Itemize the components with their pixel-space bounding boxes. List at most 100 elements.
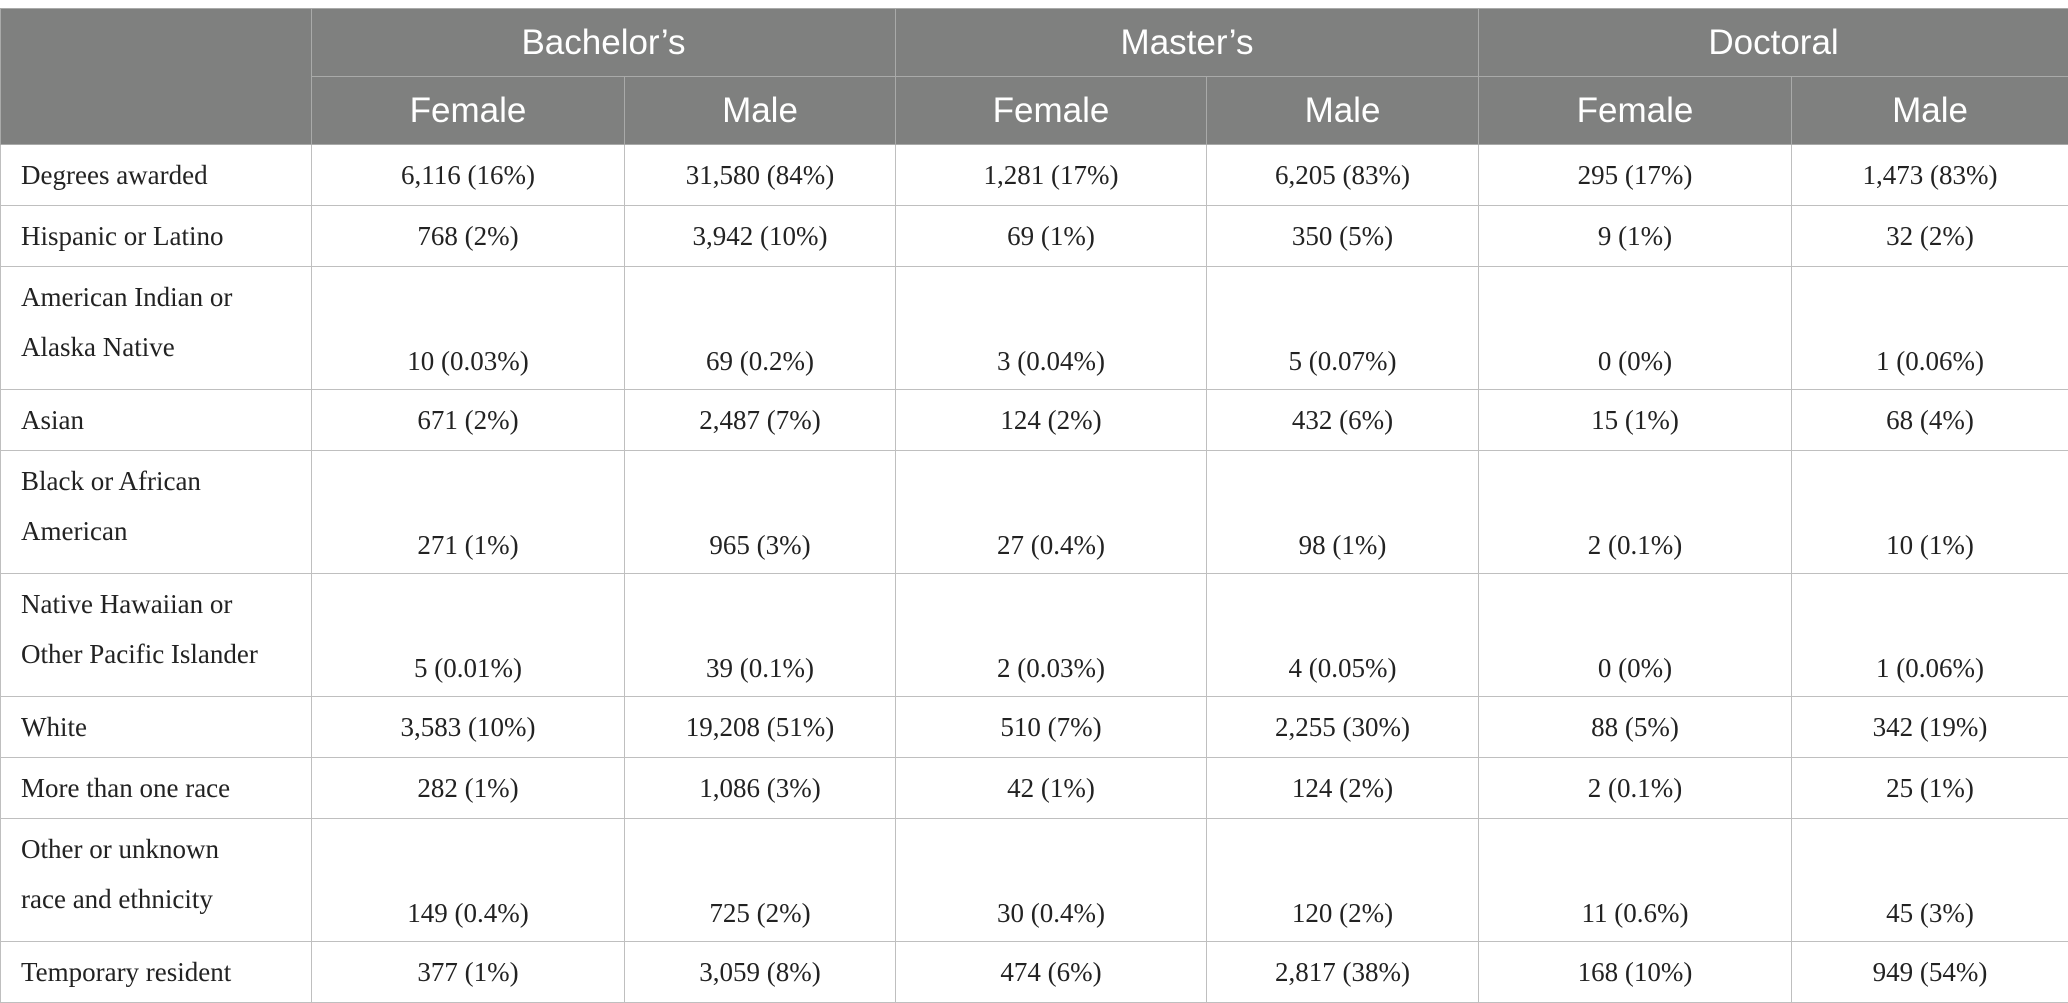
table-cell: 271 (1%) [312,451,625,574]
table-cell: 1,281 (17%) [896,145,1207,206]
table-cell: 168 (10%) [1479,942,1792,1003]
table-cell: 45 (3%) [1792,819,2068,942]
table-cell: 3,942 (10%) [625,206,896,267]
row-label: White [1,697,312,758]
table-cell: 474 (6%) [896,942,1207,1003]
table-cell: 9 (1%) [1479,206,1792,267]
table-cell: 1 (0.06%) [1792,267,2068,390]
table-cell: 0 (0%) [1479,267,1792,390]
row-label: American Indian or Alaska Native [1,267,312,390]
table-cell: 42 (1%) [896,758,1207,819]
row-label-line: American [21,516,127,546]
table-cell: 69 (0.2%) [625,267,896,390]
table-cell: 11 (0.6%) [1479,819,1792,942]
table-cell: 124 (2%) [1207,758,1479,819]
table-cell: 5 (0.07%) [1207,267,1479,390]
table-cell: 1 (0.06%) [1792,574,2068,697]
table-row: Temporary resident 377 (1%) 3,059 (8%) 4… [1,942,2068,1003]
table-cell: 32 (2%) [1792,206,2068,267]
table-cell: 19,208 (51%) [625,697,896,758]
row-label: Black or African American [1,451,312,574]
table-header: Bachelor’s Master’s Doctoral Female Male… [1,9,2068,145]
table-row: Hispanic or Latino 768 (2%) 3,942 (10%) … [1,206,2068,267]
table-cell: 3 (0.04%) [896,267,1207,390]
table-cell: 671 (2%) [312,390,625,451]
table-cell: 377 (1%) [312,942,625,1003]
table-body: Degrees awarded 6,116 (16%) 31,580 (84%)… [1,145,2068,1003]
table-cell: 2 (0.1%) [1479,451,1792,574]
table-cell: 295 (17%) [1479,145,1792,206]
table-row: More than one race 282 (1%) 1,086 (3%) 4… [1,758,2068,819]
table-cell: 69 (1%) [896,206,1207,267]
header-sub-doctoral-male: Male [1792,77,2068,145]
table-cell: 124 (2%) [896,390,1207,451]
row-label: Hispanic or Latino [1,206,312,267]
table-cell: 2 (0.03%) [896,574,1207,697]
table-cell: 88 (5%) [1479,697,1792,758]
table-row: Other or unknown race and ethnicity 149 (… [1,819,2068,942]
row-label: Other or unknown race and ethnicity [1,819,312,942]
table-cell: 965 (3%) [625,451,896,574]
table-cell: 5 (0.01%) [312,574,625,697]
table-cell: 2,487 (7%) [625,390,896,451]
row-label-line: Alaska Native [21,332,175,362]
degrees-table: Bachelor’s Master’s Doctoral Female Male… [0,8,2068,1003]
row-label-line: Native Hawaiian or [21,589,232,619]
table-cell: 6,116 (16%) [312,145,625,206]
row-label-line: Other or unknown [21,834,219,864]
header-sub-masters-female: Female [896,77,1207,145]
table-row: Degrees awarded 6,116 (16%) 31,580 (84%)… [1,145,2068,206]
header-sub-masters-male: Male [1207,77,1479,145]
table-cell: 350 (5%) [1207,206,1479,267]
table-cell: 2,255 (30%) [1207,697,1479,758]
table-cell: 15 (1%) [1479,390,1792,451]
header-group-doctoral: Doctoral [1479,9,2068,77]
table-cell: 432 (6%) [1207,390,1479,451]
table-cell: 3,583 (10%) [312,697,625,758]
table-cell: 25 (1%) [1792,758,2068,819]
table-cell: 6,205 (83%) [1207,145,1479,206]
header-sub-row: Female Male Female Male Female Male [1,77,2068,145]
row-label-line: Other Pacific Islander [21,639,258,669]
table-cell: 3,059 (8%) [625,942,896,1003]
row-label-line: American Indian or [21,282,232,312]
row-label: Temporary resident [1,942,312,1003]
table-cell: 949 (54%) [1792,942,2068,1003]
table-row: Asian 671 (2%) 2,487 (7%) 124 (2%) 432 (… [1,390,2068,451]
row-label: Native Hawaiian or Other Pacific Islander [1,574,312,697]
table-cell: 4 (0.05%) [1207,574,1479,697]
table-cell: 27 (0.4%) [896,451,1207,574]
table-row: Native Hawaiian or Other Pacific Islander… [1,574,2068,697]
header-corner-cell [1,9,312,145]
header-group-masters: Master’s [896,9,1479,77]
row-label-line: race and ethnicity [21,884,213,914]
table-cell: 149 (0.4%) [312,819,625,942]
table-row: Black or African American 271 (1%) 965 (3… [1,451,2068,574]
header-group-row: Bachelor’s Master’s Doctoral [1,9,2068,77]
table-cell: 510 (7%) [896,697,1207,758]
header-sub-doctoral-female: Female [1479,77,1792,145]
table-cell: 10 (1%) [1792,451,2068,574]
header-sub-bachelors-female: Female [312,77,625,145]
table-cell: 1,473 (83%) [1792,145,2068,206]
table-row: American Indian or Alaska Native 10 (0.03… [1,267,2068,390]
row-label: Asian [1,390,312,451]
table-cell: 68 (4%) [1792,390,2068,451]
table-cell: 768 (2%) [312,206,625,267]
row-label: Degrees awarded [1,145,312,206]
table-cell: 342 (19%) [1792,697,2068,758]
table-cell: 725 (2%) [625,819,896,942]
table-cell: 98 (1%) [1207,451,1479,574]
table-row: White 3,583 (10%) 19,208 (51%) 510 (7%) … [1,697,2068,758]
table-cell: 1,086 (3%) [625,758,896,819]
table-cell: 282 (1%) [312,758,625,819]
table-cell: 0 (0%) [1479,574,1792,697]
row-label-line: Black or African [21,466,201,496]
table-cell: 39 (0.1%) [625,574,896,697]
table-cell: 10 (0.03%) [312,267,625,390]
degrees-table-container: Bachelor’s Master’s Doctoral Female Male… [0,8,2068,1003]
header-sub-bachelors-male: Male [625,77,896,145]
table-cell: 2 (0.1%) [1479,758,1792,819]
table-cell: 2,817 (38%) [1207,942,1479,1003]
table-cell: 120 (2%) [1207,819,1479,942]
